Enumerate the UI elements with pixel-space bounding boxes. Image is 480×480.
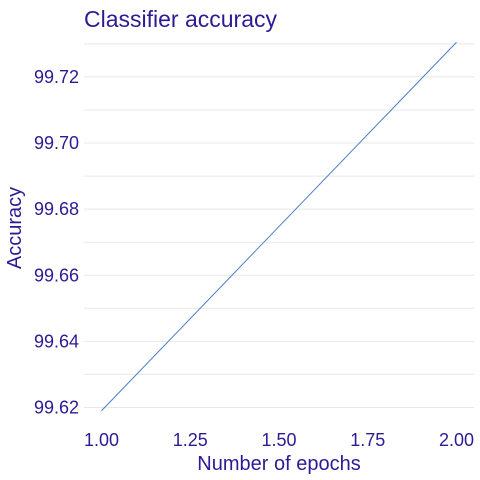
x-tick-label: 1.00 <box>84 430 119 450</box>
y-tick-label: 99.72 <box>34 67 79 87</box>
y-tick-label: 99.68 <box>34 199 79 219</box>
x-tick-labels: 1.00 1.25 1.50 1.75 2.00 <box>84 430 474 450</box>
chart-title: Classifier accuracy <box>84 6 277 32</box>
y-tick-label: 99.66 <box>34 265 79 285</box>
series-line <box>101 41 457 412</box>
y-tick-label: 99.70 <box>34 133 79 153</box>
y-tick-label: 99.62 <box>34 397 79 417</box>
x-tick-label: 1.75 <box>350 430 385 450</box>
x-tick-label: 2.00 <box>439 430 474 450</box>
x-axis-title: Number of epochs <box>197 453 360 475</box>
x-tick-label: 1.25 <box>173 430 208 450</box>
y-axis-title: Accuracy <box>4 187 26 269</box>
x-tick-label: 1.50 <box>261 430 296 450</box>
y-tick-label: 99.64 <box>34 331 79 351</box>
y-tick-labels: 99.62 99.64 99.66 99.68 99.70 99.72 <box>34 67 79 418</box>
series-layer <box>101 41 457 412</box>
grid-lines <box>84 43 474 408</box>
